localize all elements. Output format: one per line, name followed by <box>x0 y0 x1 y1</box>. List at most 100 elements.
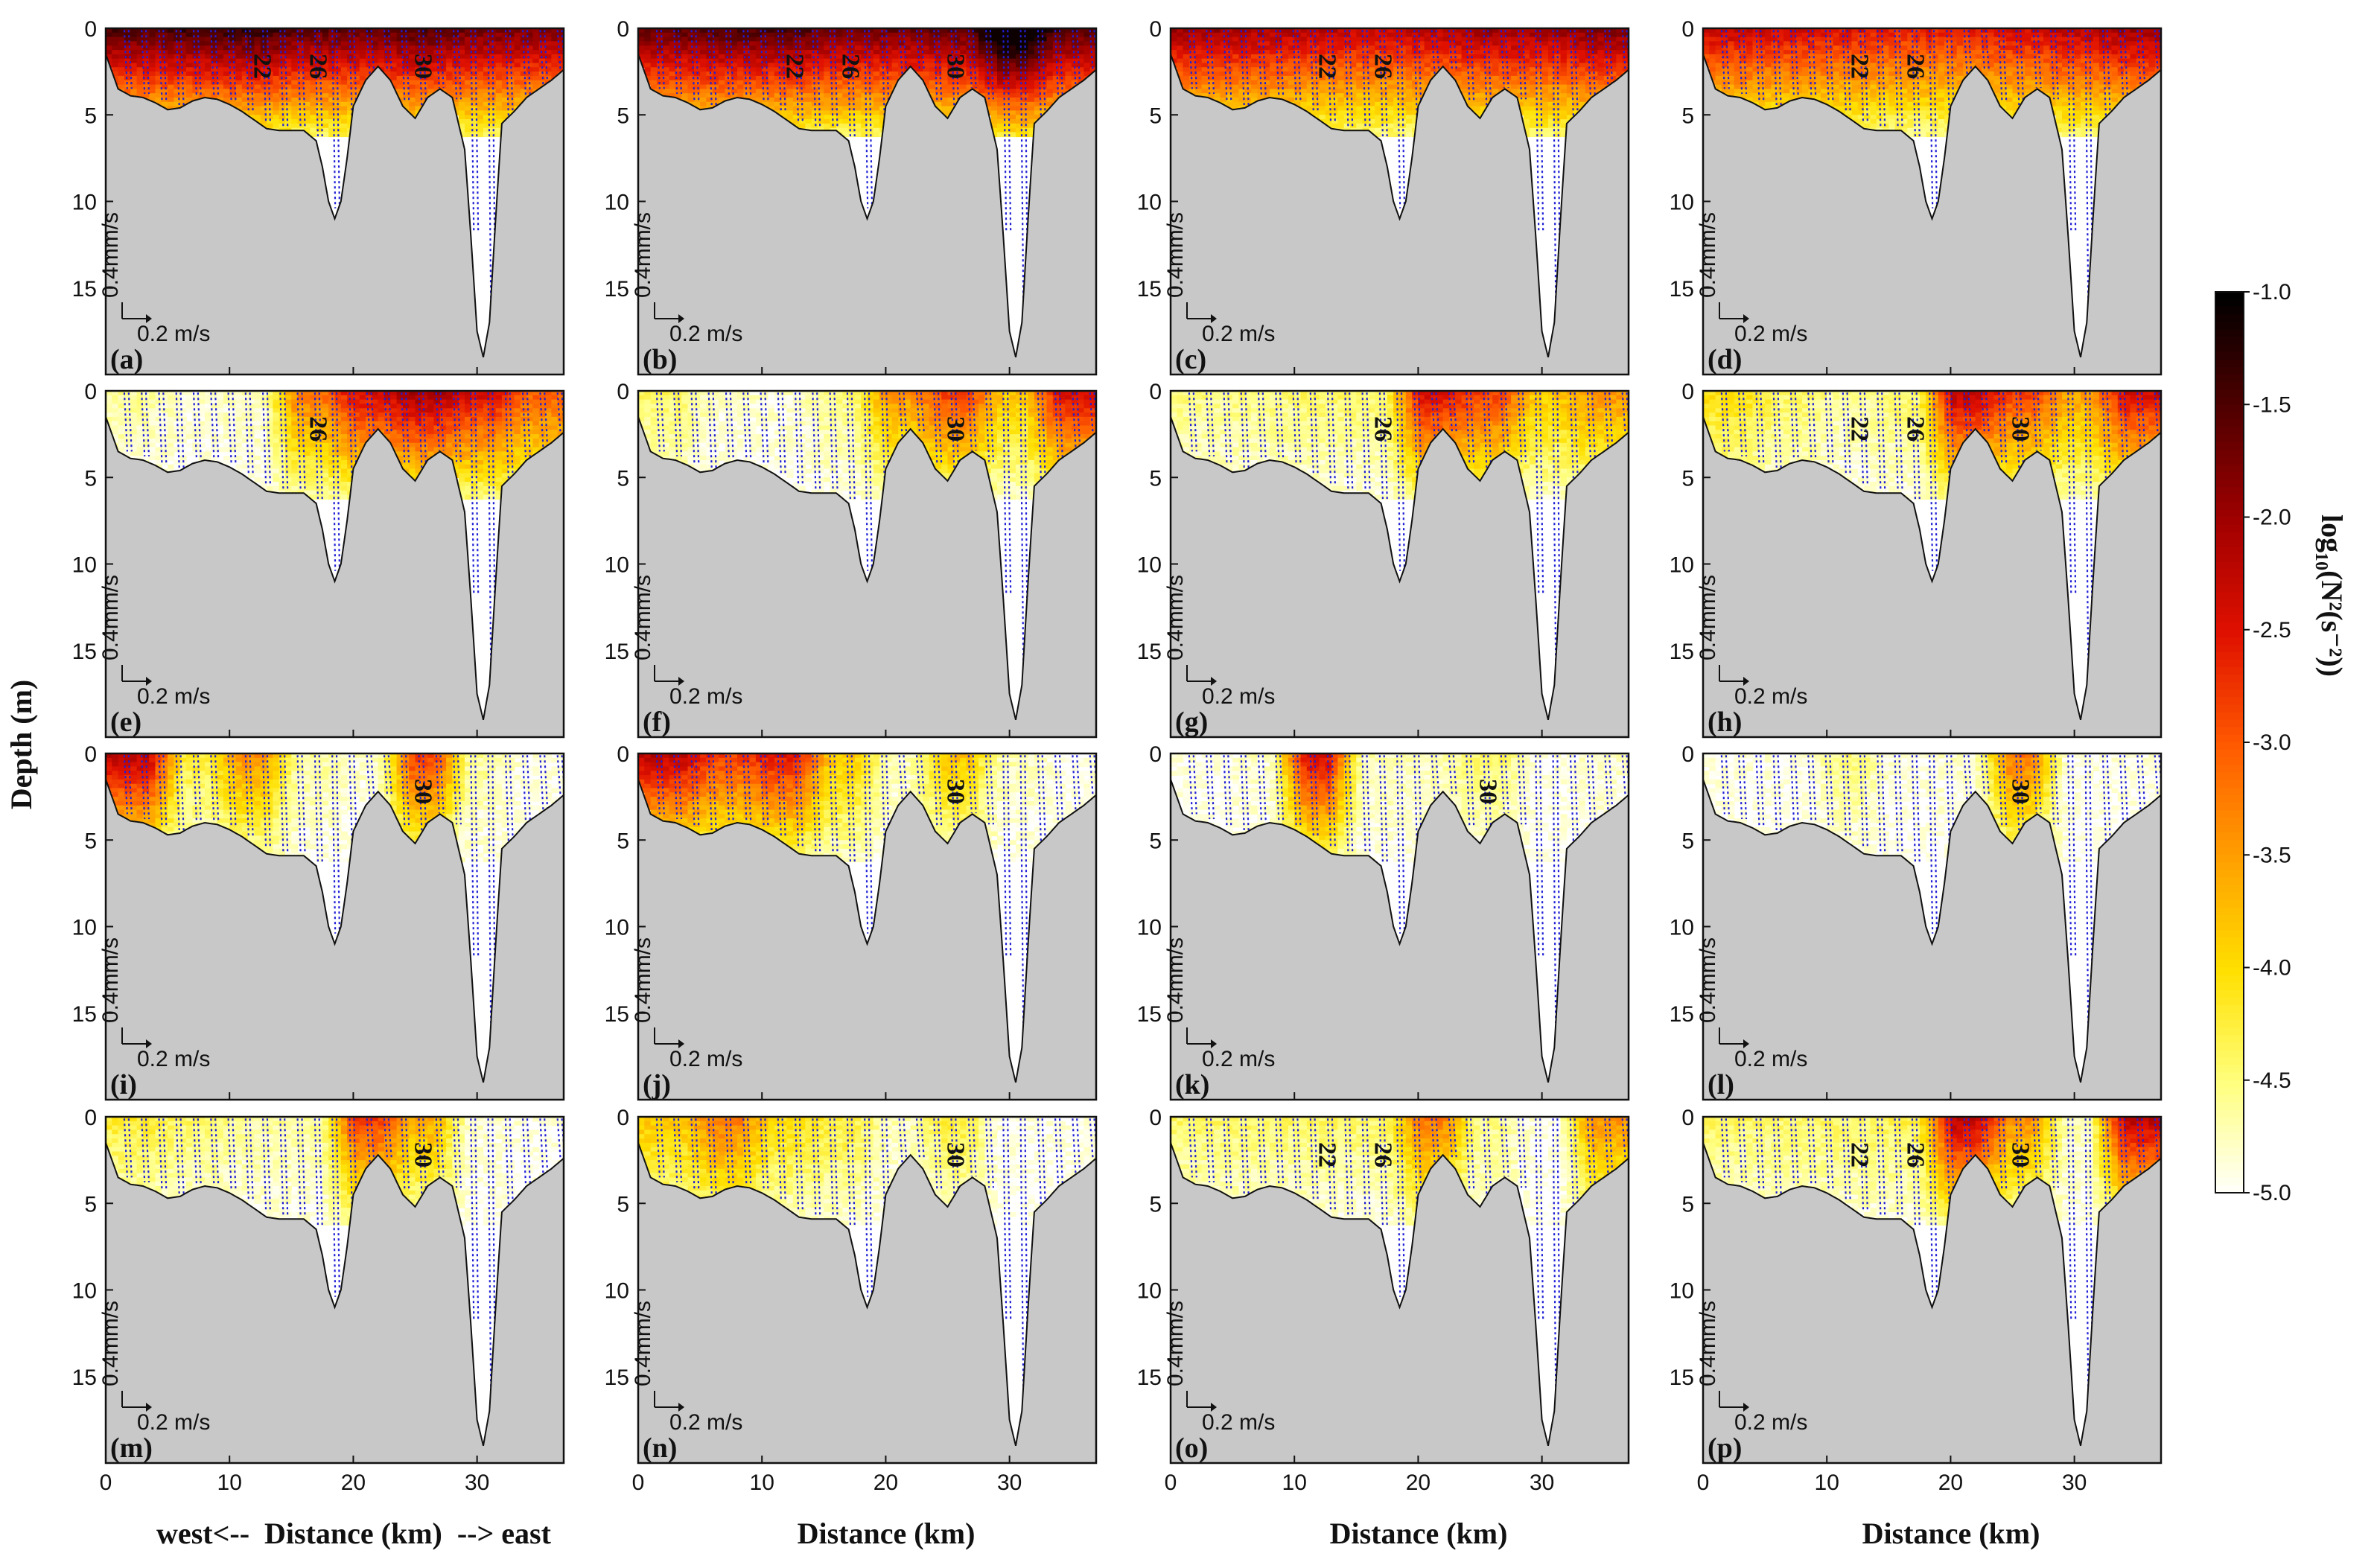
strat-cell <box>452 84 459 90</box>
strat-cell <box>1783 28 1791 34</box>
strat-cell <box>917 28 924 34</box>
strat-cell <box>663 71 670 77</box>
strat-cell <box>1350 58 1358 64</box>
strat-cell <box>483 106 491 112</box>
strat-cell <box>978 45 986 51</box>
strat-cell <box>1771 80 1778 86</box>
strat-cell <box>1765 80 1772 86</box>
strat-cell <box>508 98 515 103</box>
strat-cell <box>174 93 181 98</box>
strat-cell <box>235 63 243 68</box>
strat-cell <box>706 93 713 98</box>
strat-cell <box>1232 93 1240 98</box>
strat-cell <box>898 28 906 34</box>
strat-cell <box>1300 58 1308 64</box>
strat-cell <box>439 67 447 72</box>
strat-cell <box>1046 101 1054 107</box>
strat-cell <box>947 50 955 55</box>
strat-cell <box>297 84 305 90</box>
strat-cell <box>1802 45 1810 51</box>
strat-cell <box>409 98 416 103</box>
strat-cell <box>1573 41 1580 46</box>
strat-cell <box>904 32 911 38</box>
strat-cell <box>1003 123 1011 129</box>
strat-cell <box>149 80 156 86</box>
strat-cell <box>1362 36 1369 42</box>
strat-cell <box>211 54 218 60</box>
strat-cell <box>241 93 249 98</box>
strat-cell <box>1709 54 1716 60</box>
strat-cell <box>1530 123 1537 129</box>
strat-cell <box>254 50 261 55</box>
strat-cell <box>1177 50 1184 55</box>
strat-cell <box>179 98 187 103</box>
strat-cell <box>1795 75 1803 81</box>
strat-cell <box>1362 63 1369 68</box>
strat-cell <box>1207 80 1215 86</box>
strat-cell <box>1789 36 1797 42</box>
strat-cell <box>1288 67 1295 72</box>
strat-cell <box>1009 119 1016 124</box>
strat-cell <box>719 84 726 90</box>
strat-cell <box>347 119 354 124</box>
strat-cell <box>223 84 230 90</box>
strat-cell <box>1579 67 1586 72</box>
strat-cell <box>489 89 497 94</box>
strat-cell <box>1337 123 1345 129</box>
strat-cell <box>1777 41 1784 46</box>
strat-cell <box>1387 115 1394 120</box>
strat-cell <box>997 89 1005 94</box>
strat-cell <box>1276 58 1283 64</box>
strat-cell <box>1251 71 1258 77</box>
strat-cell <box>719 67 726 72</box>
strat-cell <box>1313 89 1320 94</box>
strat-cell <box>669 75 676 81</box>
strat-cell <box>1183 67 1190 72</box>
strat-cell <box>1560 101 1568 107</box>
strat-cell <box>1405 36 1413 42</box>
strat-cell <box>873 67 880 72</box>
strat-cell <box>1375 132 1382 138</box>
strat-cell <box>978 54 986 60</box>
strat-cell <box>532 54 540 60</box>
strat-cell <box>1746 84 1754 90</box>
strat-cell <box>1728 32 1735 38</box>
strat-cell <box>873 123 880 129</box>
strat-cell <box>1028 45 1035 51</box>
strat-cell <box>1009 75 1016 81</box>
strat-cell <box>1387 101 1394 107</box>
strat-cell <box>675 80 682 86</box>
strat-cell <box>1603 63 1611 68</box>
strat-cell <box>1597 54 1605 60</box>
strat-cell <box>1554 93 1562 98</box>
strat-cell <box>1814 93 1821 98</box>
strat-cell <box>489 93 497 98</box>
strat-cell <box>1474 50 1481 55</box>
strat-cell <box>960 58 967 64</box>
strat-cell <box>1541 132 1549 138</box>
strat-cell <box>842 54 850 60</box>
strat-cell <box>161 67 168 72</box>
strat-cell <box>1405 127 1413 133</box>
current-vector <box>1552 30 1557 326</box>
strat-cell <box>124 36 131 42</box>
strat-cell <box>818 32 825 38</box>
strat-cell <box>273 58 280 64</box>
strat-cell <box>340 132 348 138</box>
strat-cell <box>310 132 317 138</box>
strat-cell <box>700 50 707 55</box>
strat-cell <box>1350 28 1358 34</box>
strat-cell <box>415 98 422 103</box>
strat-cell <box>749 84 757 90</box>
strat-cell <box>818 45 825 51</box>
strat-cell <box>124 58 131 64</box>
strat-cell <box>941 58 949 64</box>
strat-cell <box>743 67 751 72</box>
strat-cell <box>1306 75 1314 81</box>
strat-cell <box>1833 84 1840 90</box>
strat-cell <box>1276 36 1283 42</box>
strat-cell <box>848 71 856 77</box>
strat-cell <box>1083 41 1091 46</box>
strat-cell <box>1059 28 1066 34</box>
strat-cell <box>1201 84 1209 90</box>
